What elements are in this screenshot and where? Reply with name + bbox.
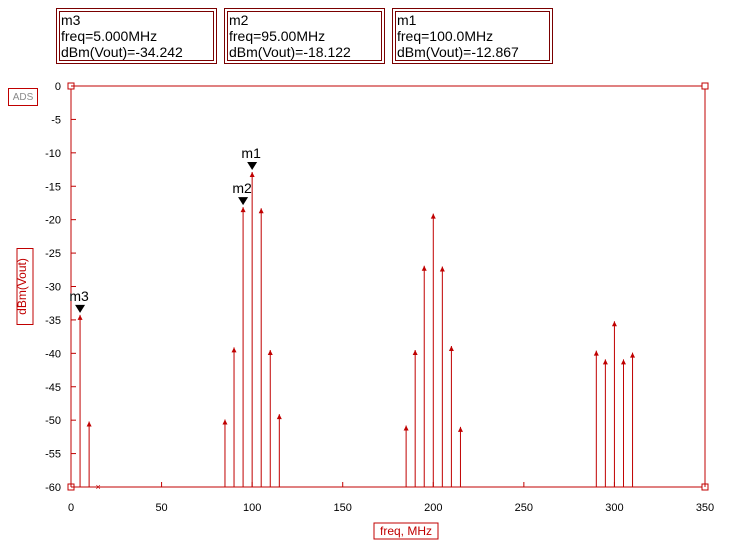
x-axis-label-box [373,522,439,540]
x-tick-label: 150 [334,502,352,514]
x-tick-label: 250 [515,502,533,514]
plot-frame [70,85,706,488]
stem-arrowhead [276,414,282,420]
stem-arrowhead [222,419,228,425]
x-tick-label: 100 [243,502,261,514]
marker-name: m2 [229,12,249,28]
x-tick-label: 300 [605,502,623,514]
tick-layer: 0 -5 -10 -15 -20 -25 -30 -35 -40 -45 -50 -55 -60 0 50 1… [45,81,714,514]
stem-arrowhead [593,350,599,356]
x-tick-label: 350 [696,502,714,514]
marker-label: m2 [232,180,252,196]
marker-value: dBm(Vout)=-34.242 [61,44,183,60]
stem-arrowhead [403,425,409,431]
marker-value: dBm(Vout)=-12.867 [397,44,519,60]
stem-arrowhead [439,266,445,272]
marker-triangle [75,304,86,313]
stem-arrowhead [602,359,608,365]
marker-label: m1 [241,145,261,161]
marker-layer: m3 m2 m1 [69,145,261,313]
stem-arrowhead [412,349,418,355]
stem-arrowhead [267,349,273,355]
y-tick-label: -15 [45,181,61,193]
ads-logo-badge: ADS [8,88,38,106]
y-tick-label: 0 [55,81,61,93]
x-tick-label: 200 [424,502,442,514]
frame-corner-handle [701,82,709,90]
marker-triangle [247,161,258,170]
x-axis-label: freq, MHz [380,524,432,538]
stem-arrowhead [430,213,436,219]
y-axis-label-box [16,248,34,325]
marker-readout-border [59,11,214,61]
y-tick-label: -25 [45,248,61,260]
stem-arrowhead [240,207,246,213]
x-tick-label: 0 [68,502,74,514]
plot-axes [67,82,709,491]
marker-readout-border [395,11,550,61]
y-tick-label: -35 [45,315,61,327]
marker-freq: freq=5.000MHz [61,28,158,44]
stem-arrowhead [611,321,617,327]
marker-readout-m2[interactable]: m2 freq=95.00MHz dBm(Vout)=-18.122 [224,8,385,64]
y-tick-label: -30 [45,282,61,294]
marker-label: m3 [69,288,89,304]
y-tick-label: -20 [45,215,61,227]
marker-readout-m1[interactable]: m1 freq=100.0MHz dBm(Vout)=-12.867 [392,8,553,64]
y-tick-label: -10 [45,148,61,160]
y-tick-label: -60 [45,482,61,494]
stem-arrowhead [620,359,626,365]
marker-readout-border [227,11,382,61]
stem-arrowhead [231,347,237,353]
stem-arrowhead [258,208,264,214]
stem-arrowhead [421,265,427,271]
axis-cursor-mark: × [96,482,101,492]
stem-arrowhead [249,171,255,177]
y-tick-label: -40 [45,348,61,360]
marker-name: m1 [397,12,417,28]
stem-arrowhead [448,345,454,351]
stem-arrowhead [457,426,463,432]
y-tick-label: -55 [45,449,61,461]
y-tick-label: -50 [45,415,61,427]
marker-readout-m3[interactable]: m3 freq=5.000MHz dBm(Vout)=-34.242 [56,8,217,64]
marker-value: dBm(Vout)=-18.122 [229,44,351,60]
y-tick-label: -45 [45,382,61,394]
x-tick-label: 50 [155,502,167,514]
marker-freq: freq=100.0MHz [397,28,494,44]
marker-triangle [238,197,249,206]
stem-series: × [77,171,636,492]
axis-labels: freq, MHz dBm(Vout) [15,248,439,540]
stem-arrowhead [86,421,92,427]
stem-arrowhead [630,352,636,358]
marker-freq: freq=95.00MHz [229,28,326,44]
y-axis-label: dBm(Vout) [15,258,29,315]
marker-name: m3 [61,12,81,28]
stem-arrowhead [77,314,83,320]
y-tick-label: -5 [51,114,61,126]
